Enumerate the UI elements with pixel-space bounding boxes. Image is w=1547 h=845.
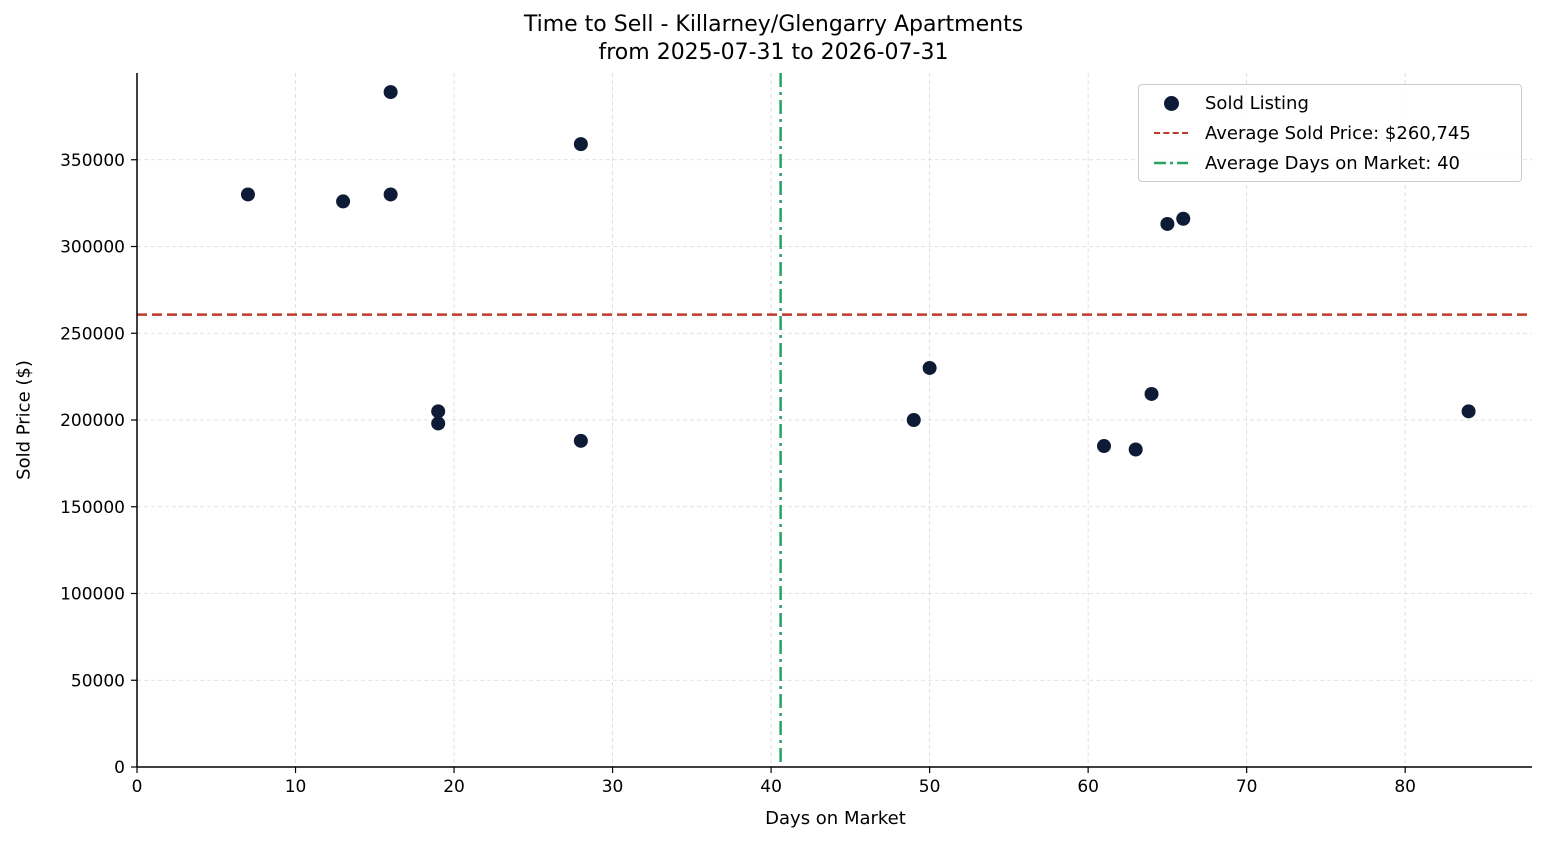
data-point	[1176, 211, 1191, 226]
legend-label: Average Sold Price: $260,745	[1205, 122, 1471, 144]
y-axis-title: Sold Price ($)	[13, 360, 35, 480]
data-point	[336, 194, 351, 209]
x-tick-label: 40	[760, 777, 782, 797]
data-point	[906, 413, 921, 427]
data-point	[383, 187, 398, 202]
data-point	[1160, 216, 1175, 231]
x-tick-label: 70	[1236, 777, 1258, 797]
y-tick-label: 100000	[60, 585, 125, 605]
x-tick-label: 20	[443, 777, 465, 797]
y-tick-label: 350000	[60, 151, 125, 171]
y-tick-label: 250000	[60, 324, 125, 344]
axes: 0 10 20 30 40 50 60 70 80 0 50000 100000 150000 20000…	[60, 73, 1532, 797]
chart-title: Time to Sell - Killarney/Glengarry Apart…	[523, 12, 1024, 37]
legend-item-average-price: Average Sold Price: $260,745	[1139, 118, 1471, 148]
x-tick-label: 0	[132, 777, 143, 797]
data-point	[1128, 442, 1143, 457]
data-point	[240, 187, 255, 202]
data-point	[383, 85, 398, 100]
reference-lines	[137, 73, 1532, 767]
data-point	[431, 404, 446, 419]
data-point	[573, 137, 588, 152]
y-tick-label: 150000	[60, 498, 125, 518]
data-point	[922, 360, 937, 375]
x-axis-title: Days on Market	[765, 808, 906, 829]
legend-label: Average Days on Market: 40	[1205, 152, 1460, 174]
data-point	[573, 433, 588, 448]
y-tick-label: 300000	[60, 238, 125, 258]
legend-marker-dot	[1163, 95, 1179, 111]
data-point	[1144, 386, 1159, 401]
y-tick-label: 0	[114, 758, 125, 778]
chart-subtitle: from 2025-07-31 to 2026-07-31	[598, 40, 949, 65]
y-tick-label: 200000	[60, 411, 125, 431]
x-tick-label: 50	[919, 777, 941, 797]
x-tick-label: 80	[1394, 777, 1416, 797]
x-tick-label: 30	[602, 777, 624, 797]
legend-label: Sold Listing	[1205, 92, 1309, 114]
data-point	[1096, 439, 1111, 454]
data-point	[431, 416, 446, 431]
legend-item-sold-listing: Sold Listing	[1139, 88, 1309, 118]
legend-item-average-days: Average Days on Market: 40	[1139, 148, 1460, 178]
x-tick-label: 10	[285, 777, 307, 797]
legend-marker-dashed-line	[1154, 132, 1188, 134]
legend-marker-dashdot-line	[1154, 161, 1188, 165]
x-tick-label: 60	[1077, 777, 1099, 797]
data-point	[1461, 404, 1476, 419]
data-points	[240, 85, 1476, 457]
y-tick-label: 50000	[71, 671, 125, 691]
legend: Sold Listing Average Sold Price: $260,74…	[1138, 84, 1522, 182]
